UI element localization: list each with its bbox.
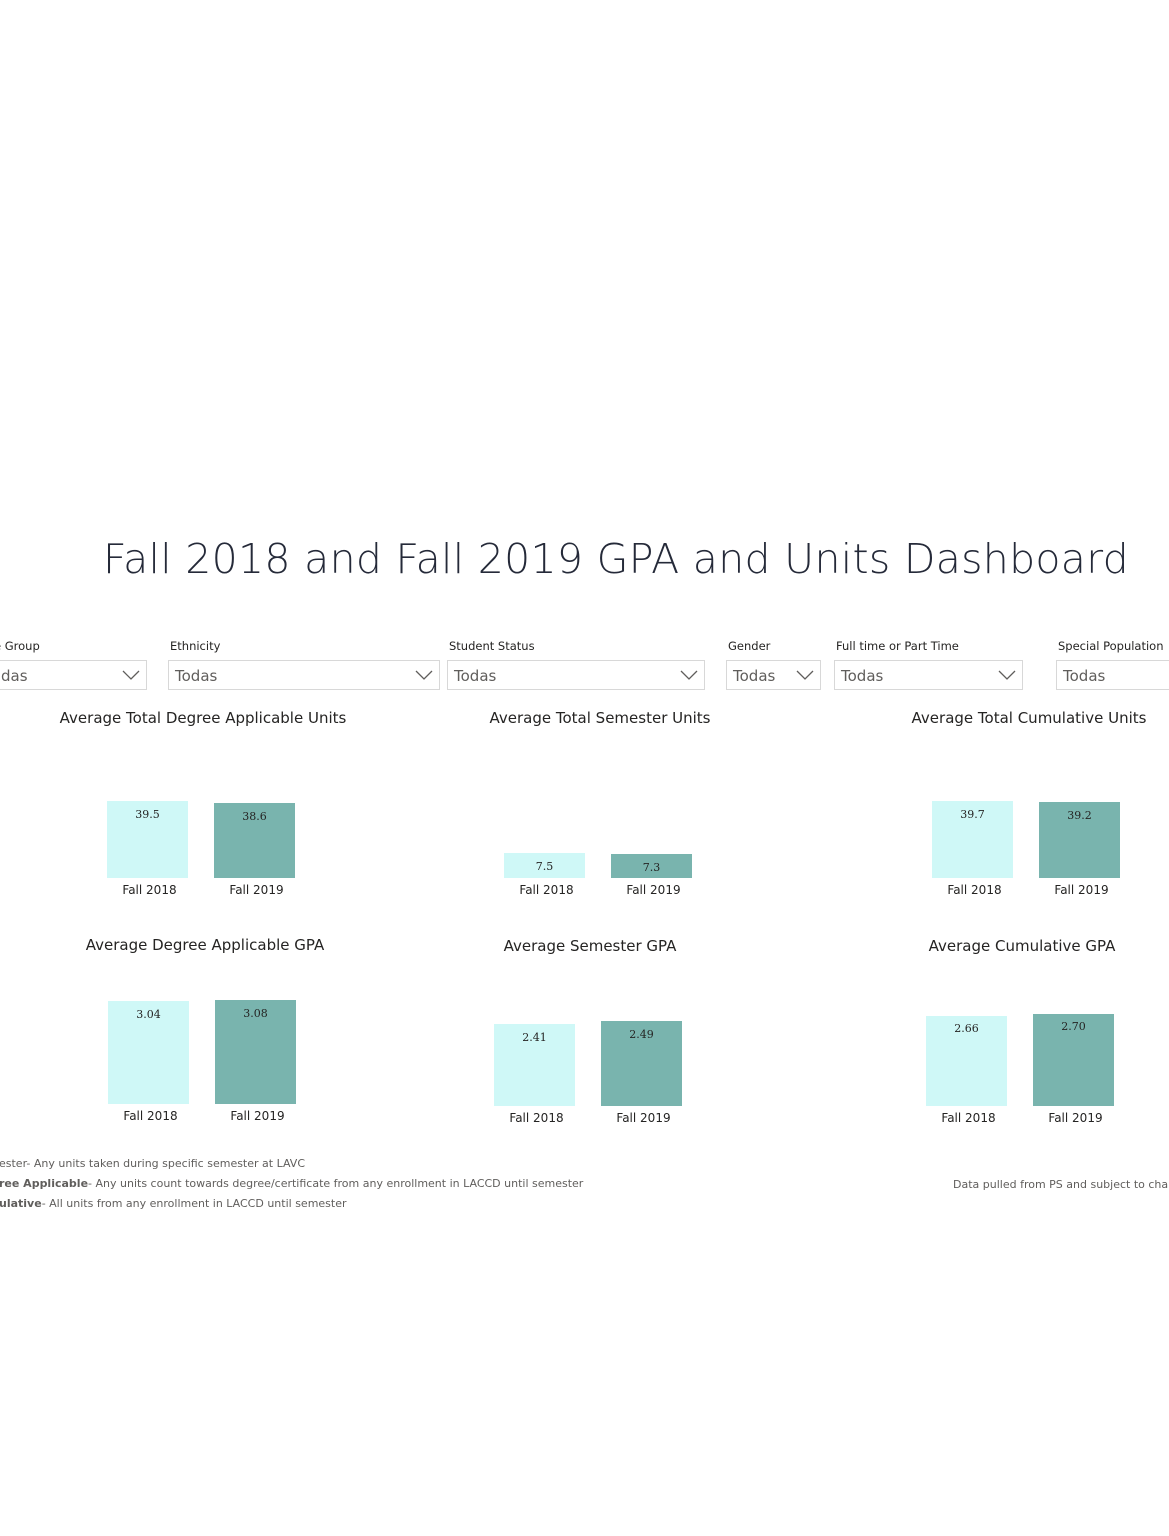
data-label: 2.49: [629, 1028, 654, 1041]
dropdown-value: Todas: [841, 667, 884, 685]
data-label: 7.3: [642, 861, 661, 874]
category-label: Fall 2018: [519, 883, 574, 897]
dropdown-value: das: [1, 667, 28, 685]
category-label: Fall 2018: [122, 883, 177, 897]
category-label: Fall 2019: [616, 1111, 671, 1125]
note-semester: ester- Any units taken during specific s…: [0, 1157, 305, 1170]
chevron-down-icon: [680, 670, 698, 680]
data-label: 39.5: [135, 808, 160, 821]
bar-fall-2018[interactable]: [926, 1016, 1007, 1106]
data-label: 39.2: [1067, 809, 1092, 822]
dropdown-value: Todas: [1063, 667, 1106, 685]
category-label: Fall 2019: [229, 883, 284, 897]
filter-label: Full time or Part Time: [836, 639, 959, 653]
dropdown-value: Todas: [454, 667, 497, 685]
special-population-dropdown[interactable]: Todas: [1056, 660, 1169, 690]
chevron-down-icon: [796, 670, 814, 680]
full-part-time-dropdown[interactable]: Todas: [834, 660, 1023, 690]
note-term: ulative: [0, 1197, 42, 1210]
dropdown-value: Todas: [733, 667, 776, 685]
category-label: Fall 2019: [1054, 883, 1109, 897]
category-label: Fall 2018: [123, 1109, 178, 1123]
bar-fall-2018[interactable]: [494, 1024, 575, 1106]
filter-ethnicity: Ethnicity Todas: [168, 636, 440, 690]
gender-dropdown[interactable]: Todas: [726, 660, 821, 690]
filter-special-population: Special Population Todas: [1056, 636, 1169, 690]
chevron-down-icon: [415, 670, 433, 680]
chevron-down-icon: [122, 670, 140, 680]
filter-label: Gender: [728, 639, 771, 653]
chart-title: Average Total Degree Applicable Units: [59, 709, 347, 727]
bar-fall-2019[interactable]: [214, 803, 295, 878]
bar-fall-2019[interactable]: [611, 854, 692, 878]
bar-fall-2019[interactable]: [601, 1021, 682, 1106]
data-label: 7.5: [535, 860, 554, 873]
category-label: Fall 2019: [230, 1109, 285, 1123]
category-label: Fall 2018: [941, 1111, 996, 1125]
category-label: Fall 2018: [509, 1111, 564, 1125]
filter-student-status: Student Status Todas: [447, 636, 705, 690]
data-label: 3.04: [136, 1008, 161, 1021]
filter-label: Student Status: [449, 639, 535, 653]
filter-gender: Gender Todas: [726, 636, 821, 690]
bar-fall-2018[interactable]: [107, 801, 188, 878]
note-text: - Any units taken during specific semest…: [26, 1157, 305, 1170]
age-group-dropdown[interactable]: das: [0, 660, 147, 690]
student-status-dropdown[interactable]: Todas: [447, 660, 705, 690]
note-text: - Any units count towards degree/certifi…: [88, 1177, 584, 1190]
chart-title: Average Total Cumulative Units: [911, 709, 1147, 727]
category-label: Fall 2019: [1048, 1111, 1103, 1125]
filter-full-part-time: Full time or Part Time Todas: [834, 636, 1023, 690]
data-label: 2.66: [954, 1022, 979, 1035]
chart-title: Average Semester GPA: [503, 937, 677, 955]
dropdown-value: Todas: [175, 667, 218, 685]
bar-fall-2019[interactable]: [1039, 802, 1120, 878]
note-degree-applicable: ree Applicable- Any units count towards …: [0, 1177, 583, 1190]
note-term: ester: [0, 1157, 27, 1170]
data-label: 2.41: [522, 1031, 547, 1044]
filter-label: Special Population: [1058, 639, 1164, 653]
category-label: Fall 2018: [947, 883, 1002, 897]
dashboard-title: Fall 2018 and Fall 2019 GPA and Units Da…: [103, 535, 1129, 583]
bar-fall-2018[interactable]: [932, 801, 1013, 878]
data-disclaimer: Data pulled from PS and subject to chang…: [953, 1178, 1169, 1191]
chart-title: Average Total Semester Units: [489, 709, 711, 727]
filter-age-group: e Group das: [0, 636, 147, 690]
note-cumulative: ulative- All units from any enrollment i…: [0, 1197, 347, 1210]
filter-label: e Group: [0, 639, 40, 653]
bar-fall-2019[interactable]: [215, 1000, 296, 1104]
bar-fall-2018[interactable]: [108, 1001, 189, 1104]
chart-title: Average Cumulative GPA: [928, 937, 1116, 955]
category-label: Fall 2019: [626, 883, 681, 897]
chart-title: Average Degree Applicable GPA: [85, 936, 325, 954]
data-label: 38.6: [242, 810, 267, 823]
note-text: - All units from any enrollment in LACCD…: [41, 1197, 347, 1210]
data-label: 3.08: [243, 1007, 268, 1020]
bar-fall-2018[interactable]: [504, 853, 585, 878]
chevron-down-icon: [998, 670, 1016, 680]
bar-fall-2019[interactable]: [1033, 1014, 1114, 1106]
data-label: 2.70: [1061, 1020, 1086, 1033]
note-term: ree Applicable: [0, 1177, 89, 1190]
filter-label: Ethnicity: [170, 639, 221, 653]
ethnicity-dropdown[interactable]: Todas: [168, 660, 440, 690]
data-label: 39.7: [960, 808, 985, 821]
